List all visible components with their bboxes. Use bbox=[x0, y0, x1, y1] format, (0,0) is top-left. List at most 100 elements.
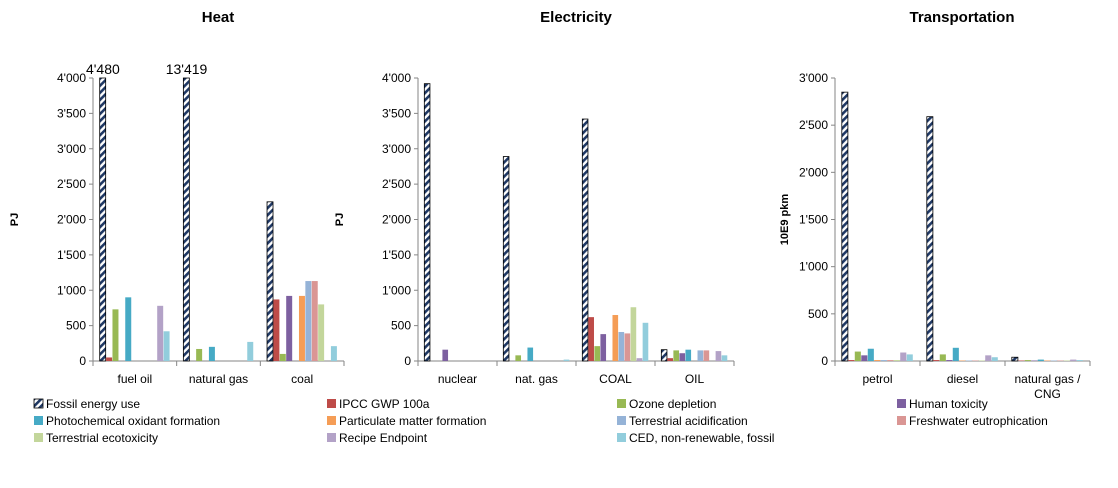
x-tick-label: nuclear bbox=[438, 372, 477, 386]
chart-title: Heat bbox=[202, 9, 235, 26]
bar-photochemical-oxidant-formation-nat-gas bbox=[527, 348, 533, 361]
legend-swatch bbox=[327, 416, 336, 425]
bar-terrestrial-ecotoxicity-coal bbox=[631, 307, 637, 361]
bar-ipcc-gwp-100a-fuel-oil bbox=[106, 357, 112, 361]
bar-terrestrial-ecotoxicity-petrol bbox=[894, 360, 900, 361]
legend-label: Terrestrial ecotoxicity bbox=[46, 431, 158, 445]
bar-human-toxicity-oil bbox=[679, 353, 685, 361]
overflow-value-label: 13'419 bbox=[166, 61, 208, 77]
bar-terrestrial-acidification-coal bbox=[619, 332, 625, 361]
bar-terrestrial-acidification-petrol bbox=[881, 360, 887, 361]
x-tick-label: coal bbox=[291, 372, 313, 386]
bar-fossil-energy-use-coal bbox=[582, 119, 588, 361]
bar-particulate-matter-formation-coal bbox=[299, 296, 305, 361]
bar-particulate-matter-formation-coal bbox=[612, 315, 618, 361]
bar-ced-non-renewable-fossil-coal bbox=[331, 346, 337, 361]
bar-human-toxicity-coal bbox=[600, 334, 606, 361]
bar-ozone-depletion-nat-gas bbox=[515, 355, 521, 361]
bar-ozone-depletion-fuel-oil bbox=[112, 309, 118, 361]
legend-label: Recipe Endpoint bbox=[339, 431, 428, 445]
bar-ced-non-renewable-fossil-diesel bbox=[992, 357, 998, 361]
bar-ipcc-gwp-100a-diesel bbox=[933, 360, 939, 361]
legend-swatch bbox=[897, 399, 906, 408]
bar-ozone-depletion-oil bbox=[673, 350, 679, 361]
x-tick-label: fuel oil bbox=[117, 372, 152, 386]
legend-swatch bbox=[327, 433, 336, 442]
y-tick-label: 1'000 bbox=[382, 283, 411, 297]
bar-ced-non-renewable-fossil-natural-gas bbox=[247, 342, 253, 361]
bar-ced-non-renewable-fossil-petrol bbox=[907, 354, 913, 361]
bar-fossil-energy-use-oil bbox=[661, 350, 667, 361]
bar-fossil-energy-use-nat-gas bbox=[503, 157, 509, 361]
bar-photochemical-oxidant-formation-natural-gas bbox=[209, 347, 215, 361]
bar-recipe-endpoint-fuel-oil bbox=[157, 306, 163, 361]
y-tick-label: 1'500 bbox=[799, 213, 828, 227]
legend-swatch bbox=[617, 399, 626, 408]
legend-label: Photochemical oxidant formation bbox=[46, 414, 220, 428]
x-tick-label: COAL bbox=[599, 372, 632, 386]
bar-fossil-energy-use-natural-gas bbox=[183, 78, 189, 361]
bar-ced-non-renewable-fossil-nat-gas bbox=[564, 360, 570, 361]
y-tick-label: 0 bbox=[821, 354, 828, 368]
x-tick-label: petrol bbox=[862, 372, 892, 386]
bar-human-toxicity-coal bbox=[286, 296, 292, 361]
bar-recipe-endpoint-coal bbox=[637, 358, 643, 361]
chart-title: Electricity bbox=[540, 9, 612, 26]
y-tick-label: 500 bbox=[808, 307, 828, 321]
bar-ipcc-gwp-100a-petrol bbox=[848, 360, 854, 361]
legend-item-freshwater-eutrophication: Freshwater eutrophication bbox=[897, 414, 1048, 428]
y-tick-label: 3'000 bbox=[799, 71, 828, 85]
bar-freshwater-eutrophication-petrol bbox=[887, 360, 893, 361]
legend-label: Human toxicity bbox=[909, 397, 988, 411]
y-tick-label: 4'000 bbox=[382, 71, 411, 85]
bar-fossil-energy-use-petrol bbox=[842, 92, 848, 361]
y-tick-label: 1'000 bbox=[57, 283, 86, 297]
bar-fossil-energy-use-diesel bbox=[927, 117, 933, 361]
bar-fossil-energy-use-natural-gas-cng bbox=[1012, 357, 1018, 361]
y-tick-label: 3'000 bbox=[382, 142, 411, 156]
y-tick-label: 2'000 bbox=[799, 165, 828, 179]
bar-ozone-depletion-diesel bbox=[940, 354, 946, 361]
x-tick-label: OIL bbox=[685, 372, 705, 386]
legend-label: Freshwater eutrophication bbox=[909, 414, 1048, 428]
legend-item-ced-non-renewable-fossil: CED, non-renewable, fossil bbox=[617, 431, 774, 445]
legend-label: CED, non-renewable, fossil bbox=[629, 431, 774, 445]
bar-ced-non-renewable-fossil-fuel-oil bbox=[164, 331, 170, 361]
y-tick-label: 2'000 bbox=[382, 213, 411, 227]
legend-item-recipe-endpoint: Recipe Endpoint bbox=[327, 431, 428, 445]
bar-freshwater-eutrophication-coal bbox=[625, 333, 631, 361]
legend-item-human-toxicity: Human toxicity bbox=[897, 397, 988, 411]
legend-swatch bbox=[34, 399, 43, 408]
bar-fossil-energy-use-coal bbox=[267, 202, 273, 361]
y-tick-label: 0 bbox=[79, 354, 86, 368]
y-tick-label: 0 bbox=[404, 354, 411, 368]
y-tick-label: 3'000 bbox=[57, 142, 86, 156]
bar-ipcc-gwp-100a-coal bbox=[588, 317, 594, 361]
overflow-value-label: 4'480 bbox=[86, 61, 120, 77]
y-tick-label: 4'000 bbox=[57, 71, 86, 85]
legend-label: Particulate matter formation bbox=[339, 414, 486, 428]
y-tick-label: 2'500 bbox=[799, 118, 828, 132]
bar-terrestrial-ecotoxicity-coal bbox=[318, 304, 324, 361]
x-tick-label: natural gas / bbox=[1014, 372, 1081, 386]
legend-item-ozone-depletion: Ozone depletion bbox=[617, 397, 716, 411]
bar-fossil-energy-use-fuel-oil bbox=[100, 78, 106, 361]
legend-item-terrestrial-ecotoxicity: Terrestrial ecotoxicity bbox=[34, 431, 158, 445]
x-tick-label: natural gas bbox=[189, 372, 248, 386]
y-tick-label: 1'000 bbox=[799, 260, 828, 274]
chart-1: ElectricityPJ05001'0001'5002'0002'5003'0… bbox=[334, 9, 734, 386]
y-tick-label: 2'000 bbox=[57, 213, 86, 227]
legend-item-photochemical-oxidant-formation: Photochemical oxidant formation bbox=[34, 414, 220, 428]
x-tick-label: diesel bbox=[947, 372, 978, 386]
bar-recipe-endpoint-natural-gas-cng bbox=[1070, 360, 1076, 361]
legend-item-ipcc-gwp-100a: IPCC GWP 100a bbox=[327, 397, 430, 411]
bar-ced-non-renewable-fossil-oil bbox=[722, 355, 728, 361]
legend-swatch bbox=[327, 399, 336, 408]
x-tick-label: nat. gas bbox=[515, 372, 558, 386]
y-tick-label: 1'500 bbox=[382, 248, 411, 262]
bar-ozone-depletion-coal bbox=[280, 354, 286, 361]
